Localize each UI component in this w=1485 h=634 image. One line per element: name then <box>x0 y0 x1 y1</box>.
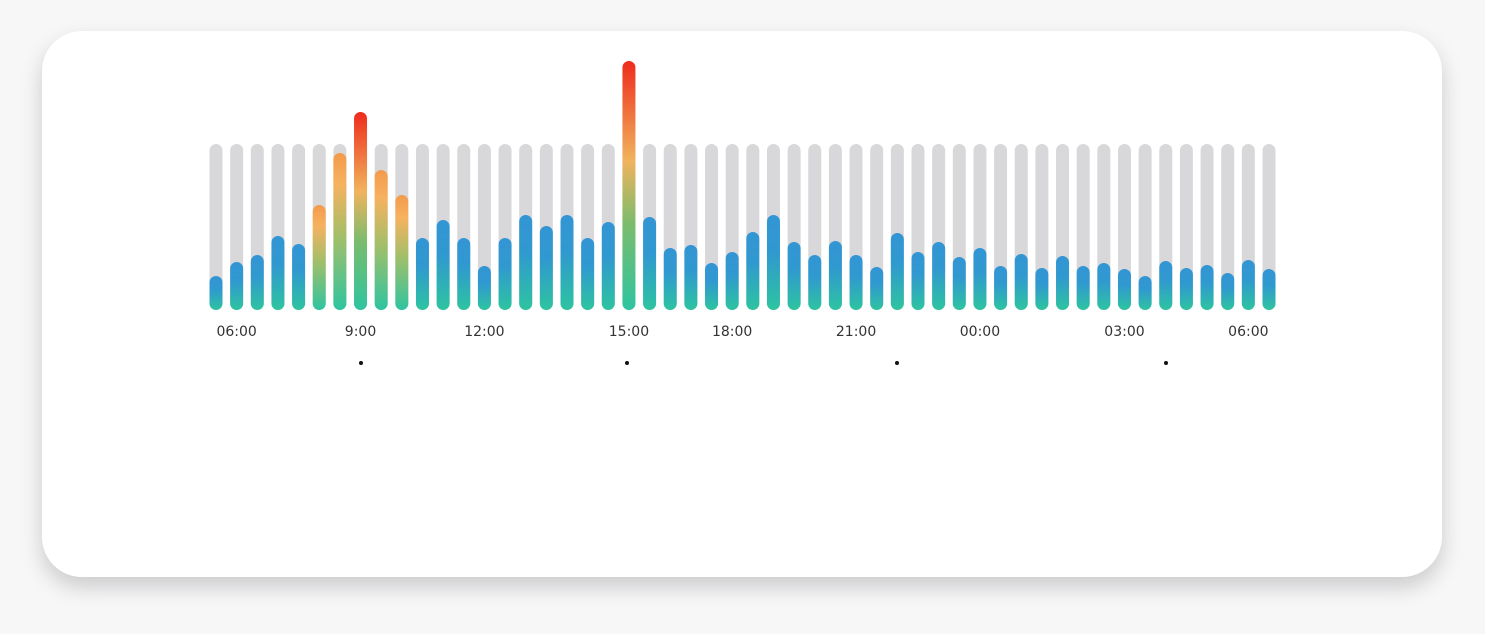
bar <box>1221 273 1235 310</box>
bar <box>477 266 491 310</box>
bar <box>354 112 368 310</box>
bar <box>622 61 636 310</box>
bar <box>870 267 884 310</box>
bar <box>663 248 677 310</box>
bar <box>1014 254 1028 310</box>
bar <box>1117 269 1131 310</box>
dot <box>625 361 629 365</box>
bar <box>292 244 306 310</box>
bar-track <box>209 144 223 310</box>
x-tick-label: 15:00 <box>609 324 649 340</box>
bar <box>1179 268 1193 310</box>
bar <box>932 242 946 310</box>
bar <box>746 232 760 310</box>
bar <box>787 242 801 310</box>
bar-track <box>1179 144 1193 310</box>
bar <box>1076 266 1090 310</box>
x-tick-label: 9:00 <box>345 324 376 340</box>
bar-track <box>1221 144 1235 310</box>
x-tick-label: 03:00 <box>1104 324 1144 340</box>
bar <box>1056 256 1070 310</box>
bar <box>415 238 429 310</box>
bar <box>312 205 326 310</box>
bar-track <box>1035 144 1049 310</box>
bar <box>643 217 657 310</box>
bar <box>973 248 987 310</box>
bar <box>725 252 739 310</box>
bar <box>601 222 615 310</box>
bar <box>209 276 223 310</box>
bar <box>436 220 450 310</box>
bar <box>374 170 388 310</box>
x-tick-label: 18:00 <box>712 324 752 340</box>
bar <box>766 215 780 310</box>
bar-track <box>1262 144 1276 310</box>
bar <box>911 252 925 310</box>
bar <box>1200 265 1214 310</box>
bar <box>395 195 409 310</box>
dot <box>1164 361 1168 365</box>
bar <box>457 238 471 310</box>
bar <box>684 245 698 310</box>
bar <box>1097 263 1111 310</box>
bar <box>519 215 533 310</box>
x-tick-label: 00:00 <box>960 324 1000 340</box>
x-tick-label: 21:00 <box>836 324 876 340</box>
bar <box>498 238 512 310</box>
bar <box>1262 269 1276 310</box>
bar-track <box>1138 144 1152 310</box>
x-tick-label: 06:00 <box>1228 324 1268 340</box>
bar <box>271 236 285 310</box>
bar <box>333 153 347 310</box>
bar <box>994 266 1008 310</box>
bar <box>1035 268 1049 310</box>
bar <box>230 262 244 310</box>
bar <box>849 255 863 310</box>
bar-track <box>1117 144 1131 310</box>
bar <box>539 226 553 310</box>
dot <box>895 361 899 365</box>
x-tick-label: 12:00 <box>464 324 504 340</box>
x-tick-label: 06:00 <box>216 324 256 340</box>
bar <box>890 233 904 310</box>
bar <box>1241 260 1255 310</box>
bar <box>705 263 719 310</box>
dot <box>359 361 363 365</box>
bar <box>952 257 966 310</box>
bar <box>1159 261 1173 310</box>
bar <box>250 255 264 310</box>
bar <box>581 238 595 310</box>
bar <box>1138 276 1152 310</box>
bar <box>808 255 822 310</box>
bar <box>828 241 842 310</box>
bar <box>560 215 574 310</box>
